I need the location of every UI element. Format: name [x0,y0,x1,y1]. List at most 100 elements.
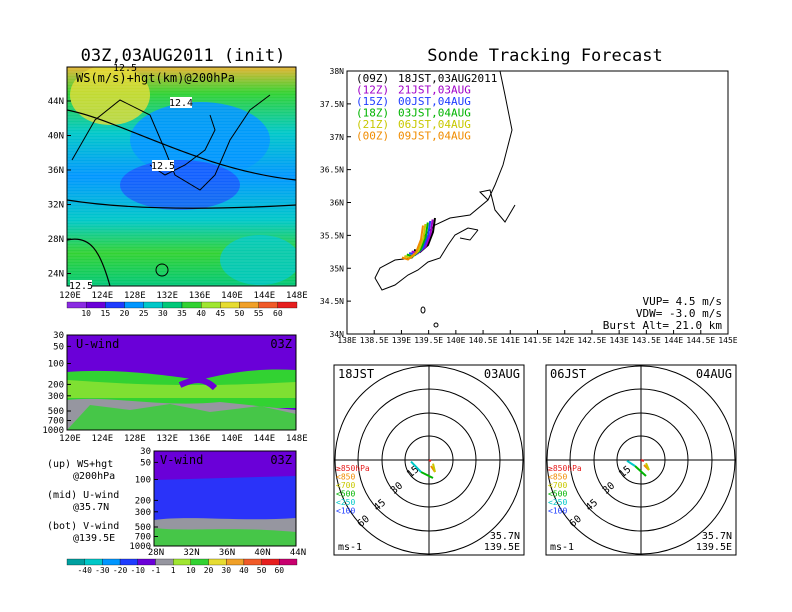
lon-tick-label: 136E [189,291,211,301]
colorbar-label: 15 [101,309,111,318]
colorbar-swatch [239,301,259,309]
lat-tick-label: 35N [330,264,345,273]
upper-map-label: WS(m/s)+hgt(km)@200hPa [76,71,235,85]
note-line: (up) WS+hgt [47,459,113,470]
lon-tick-label: 138E [337,336,356,345]
level-legend: ≥850hPa [548,464,582,473]
upper-lon-ticks: 120E 124E 128E 132E 136E 140E 144E 148E [59,291,307,301]
lat-tick-label: 44N [48,97,64,107]
v-lat-ticks: 28N 32N 36N 40N 44N [148,548,306,558]
lon-tick-label: 128E [124,434,146,444]
colorbar-label: -20 [113,566,128,575]
lon-tick-label: 144E [254,291,276,301]
note-line: @200hPa [73,471,115,482]
colorbar-swatch [86,301,106,309]
colorbar-swatch [162,301,183,309]
colorbar-swatch [143,301,163,309]
lat-tick-label: 36N [219,548,235,558]
lon-tick-label: 143.5E [632,336,661,345]
colorbar-label: 30 [221,566,231,575]
bottom-colorbar: -40 -30 -20 -10 -1 1 10 20 30 40 50 60 [66,558,298,575]
colorbar-swatch [208,558,227,566]
level-legend: <250 [336,498,355,507]
lon-tick-label: 144E [254,434,276,444]
lon-tick-label: 128E [124,291,146,301]
colorbar-label: -1 [151,566,161,575]
colorbar-swatch [66,301,87,309]
colorbar-label: 50 [235,309,245,318]
lat-tick-label: 36.5N [320,166,344,175]
contour-label: 12.5 [151,161,175,172]
lat-tick-label: 34N [330,330,345,339]
track-path [401,225,424,261]
hodo-segment [410,460,422,473]
level-legend: <700 [548,481,567,490]
u-wind-time: 03Z [270,337,292,351]
colorbar-swatch [220,301,240,309]
lat-tick-label: 28N [148,548,164,558]
colorbar-swatch [226,558,245,566]
lon-tick-label: 132E [156,291,178,301]
note-line: @139.5E [73,533,115,544]
lat-tick-label: 38N [330,67,345,76]
lon-tick-label: 148E [286,434,308,444]
hodo-date: 04AUG [696,367,732,381]
level-legend: <500 [548,490,567,499]
right-title: Sonde Tracking Forecast [427,46,662,66]
lat-tick-label: 36N [330,199,345,208]
lon-tick-label: 120E [59,291,81,301]
pressure-tick-label: 200 [135,496,151,506]
note-line: (mid) U-wind [47,490,119,501]
hodo-date: 03AUG [484,367,520,381]
level-legend: <700 [336,481,355,490]
pressure-tick-label: 700 [135,533,151,543]
lat-tick-label: 32N [48,201,64,211]
lon-tick-label: 141E [501,336,520,345]
pressure-tick-label: 1000 [42,426,64,436]
pressure-tick-label: 30 [140,447,151,457]
lat-tick-label: 35.5N [320,231,344,240]
lon-tick-label: 138.5E [360,336,389,345]
pressure-tick-label: 700 [48,417,64,427]
contour-label: 12.5 [113,63,137,74]
hodo-time: 18JST [338,367,374,381]
lat-tick-label: 40N [254,548,270,558]
level-legend: <100 [336,507,355,516]
colorbar-swatch [84,558,103,566]
launch-time-z: (15Z) [356,95,389,108]
pressure-tick-label: 300 [48,392,64,402]
lon-tick-label: 136E [189,434,211,444]
upper-map-frame [66,66,297,287]
launch-time-z: (21Z) [356,118,389,131]
contour-label: 12.4 [169,98,193,109]
note-line: (bot) V-wind [47,521,119,532]
colorbar-label: -10 [131,566,146,575]
level-legend: <250 [548,498,567,507]
lon-tick-label: 143E [610,336,629,345]
lon-tick-label: 120E [59,434,81,444]
upper-contour-labels: 12.4 12.5 12.5 12.5 [69,63,193,292]
lat-tick-label: 36N [48,166,64,176]
level-legend: <850 [548,473,567,482]
vdw-readout: VDW= -3.0 m/s [636,307,722,320]
colorbar-swatch [137,558,156,566]
hodo-lon: 139.5E [484,542,520,553]
hodo-segment [428,459,432,463]
lon-tick-label: 124E [92,291,114,301]
lat-tick-label: 24N [48,270,64,280]
track-lat-ticks: 38N 37.5N 37N 36.5N 36N 35.5N 35N 34.5N 34N [320,67,351,339]
colorbar-swatch [279,558,298,566]
pressure-tick-label: 500 [135,523,151,533]
v-wind-panel [153,450,297,547]
level-legend: <500 [336,490,355,499]
hodograph-1: 18JST 03AUG15304560≥850hPa<850<700<500<25… [333,364,525,556]
pressure-tick-label: 300 [135,508,151,518]
launch-time-jst: 21JST,03AUG [398,84,471,97]
lat-tick-label: 37N [330,133,345,142]
launch-time-z: (12Z) [356,84,389,97]
lon-tick-label: 139.5E [414,336,443,345]
colorbar-label: 50 [257,566,267,575]
